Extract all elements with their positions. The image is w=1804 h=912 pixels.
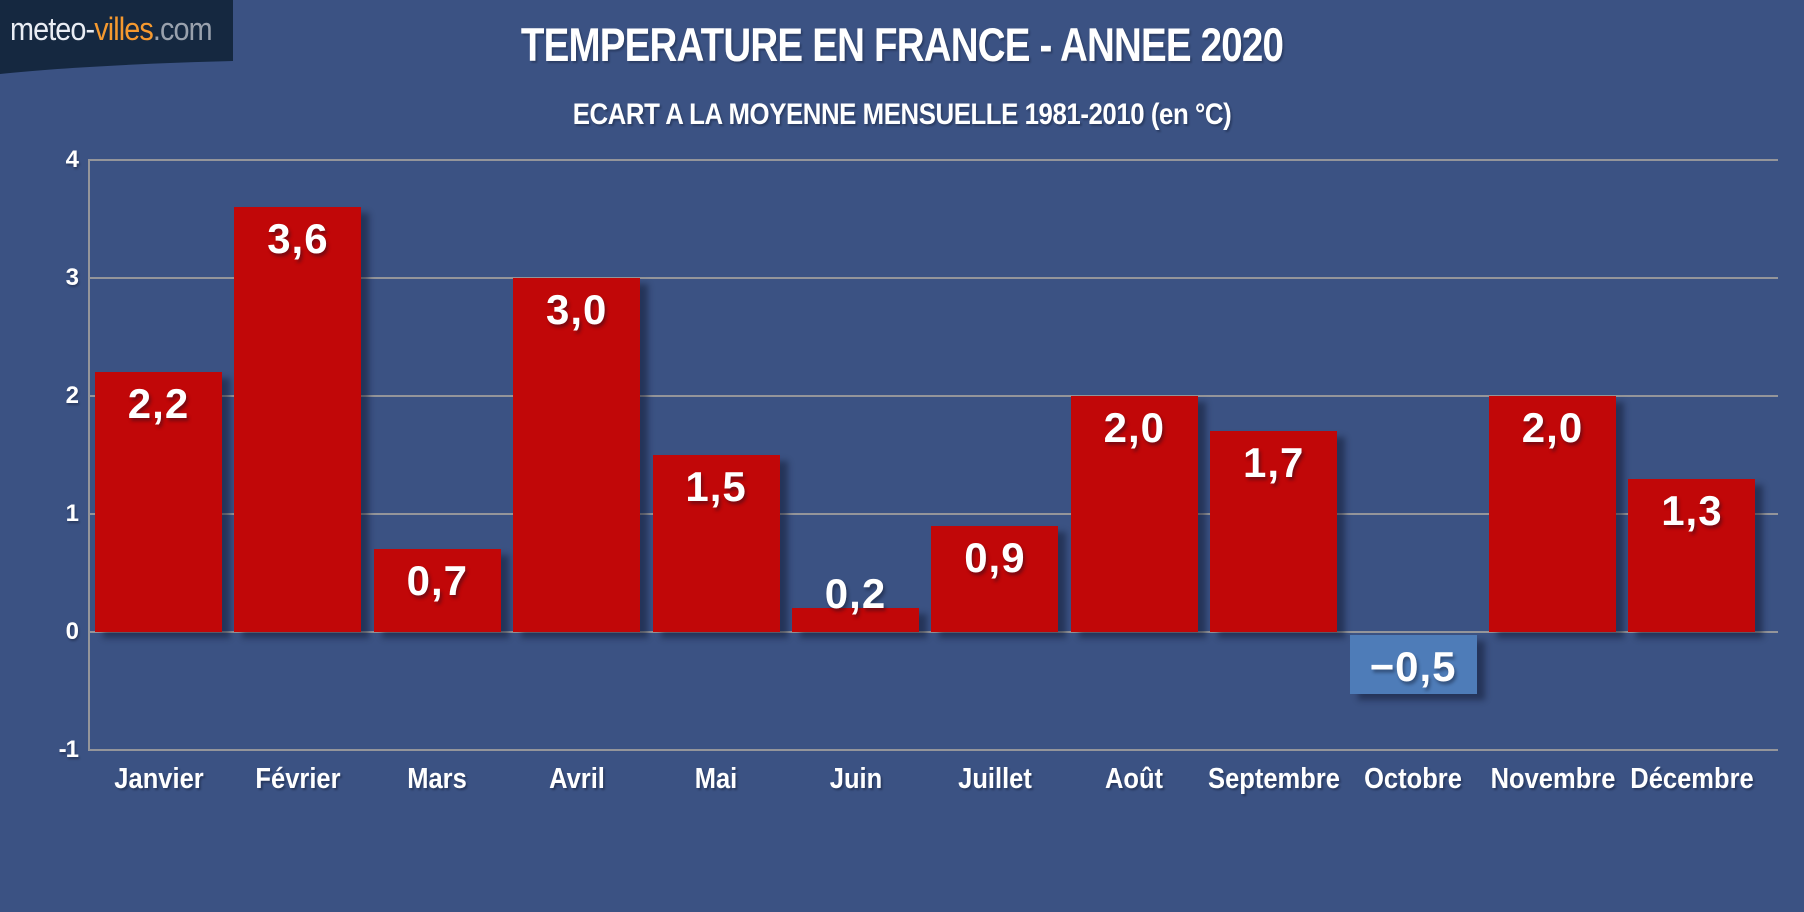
x-axis-label-mars: Mars (407, 763, 468, 795)
bar-novembre (1489, 396, 1616, 632)
y-axis-label-1: 1 (65, 500, 79, 527)
bar-value-label-juillet: 0,9 (964, 533, 1026, 581)
chart-subtitle: ECART A LA MOYENNE MENSUELLE 1981-2010 (… (572, 98, 1232, 131)
bar-fevrier (234, 207, 362, 632)
logo-text: meteo-villes.com (10, 11, 213, 48)
gridline-1 (88, 513, 1778, 515)
x-axis-label-novembre: Novembre (1490, 763, 1615, 795)
logo-background-swoosh (0, 0, 233, 74)
bar-aout (1070, 396, 1198, 632)
gridline-3 (88, 277, 1778, 279)
bar-value-label-janvier: 2,2 (127, 380, 190, 428)
logo: meteo-villes.com (0, 0, 240, 80)
bar-octobre (1349, 635, 1477, 694)
logo-part-villes: villes (94, 11, 154, 47)
x-axis-label-fevrier: Février (255, 763, 341, 795)
x-axis-label-janvier: Janvier (113, 763, 204, 795)
x-axis-label-juin: Juin (829, 763, 882, 795)
bar-juillet (931, 525, 1059, 632)
logo-part-com: .com (152, 11, 213, 47)
gridline-2 (88, 395, 1778, 397)
gridline-4 (88, 159, 1778, 161)
x-axis-label-octobre: Octobre (1364, 763, 1463, 795)
bar-value-label-aout: 2,0 (1103, 404, 1165, 451)
bar-mai (652, 455, 780, 632)
y-axis-label-3: 3 (65, 264, 79, 291)
bar-value-label-avril: 3,0 (545, 286, 608, 333)
x-axis-label-mai: Mai (694, 763, 738, 795)
gridline--1 (88, 749, 1778, 751)
bar-value-label-septembre: 1,7 (1242, 439, 1305, 487)
bar-mars (373, 549, 501, 632)
bar-value-label-mars: 0,7 (406, 557, 468, 605)
x-axis-label-septembre: Septembre (1207, 763, 1340, 795)
y-axis-label--1: -1 (58, 736, 79, 763)
y-axis-label-0: 0 (65, 618, 79, 645)
bar-juin (792, 608, 919, 632)
chart-title: TEMPERATURE EN FRANCE - ANNEE 2020 (520, 18, 1284, 71)
x-axis-label-avril: Avril (548, 763, 605, 795)
y-axis-line (88, 160, 90, 750)
chart-header: TEMPERATURE EN FRANCE - ANNEE 2020 ECART… (0, 0, 1804, 132)
bar-septembre (1210, 431, 1338, 632)
bar-value-label-fevrier: 3,6 (267, 215, 329, 263)
bar-value-label-mai: 1,5 (685, 463, 747, 510)
bar-value-label-decembre: 1,3 (1661, 486, 1723, 534)
y-axis-label-2: 2 (65, 382, 79, 409)
bar-avril (513, 278, 641, 632)
x-axis-label-decembre: Décembre (1630, 763, 1754, 795)
bar-value-label-octobre: −0,5 (1369, 643, 1457, 690)
x-axis-label-juillet: Juillet (958, 763, 1032, 795)
bar-decembre (1628, 478, 1756, 632)
bar-janvier (95, 372, 222, 632)
x-axis-label-aout: Août (1105, 763, 1164, 795)
logo-part-meteo: meteo- (10, 11, 95, 47)
gridline-0 (88, 631, 1778, 633)
y-axis-label-4: 4 (65, 146, 79, 173)
bar-value-label-juin: 0,2 (824, 570, 887, 618)
bar-value-label-novembre: 2,0 (1521, 404, 1584, 451)
